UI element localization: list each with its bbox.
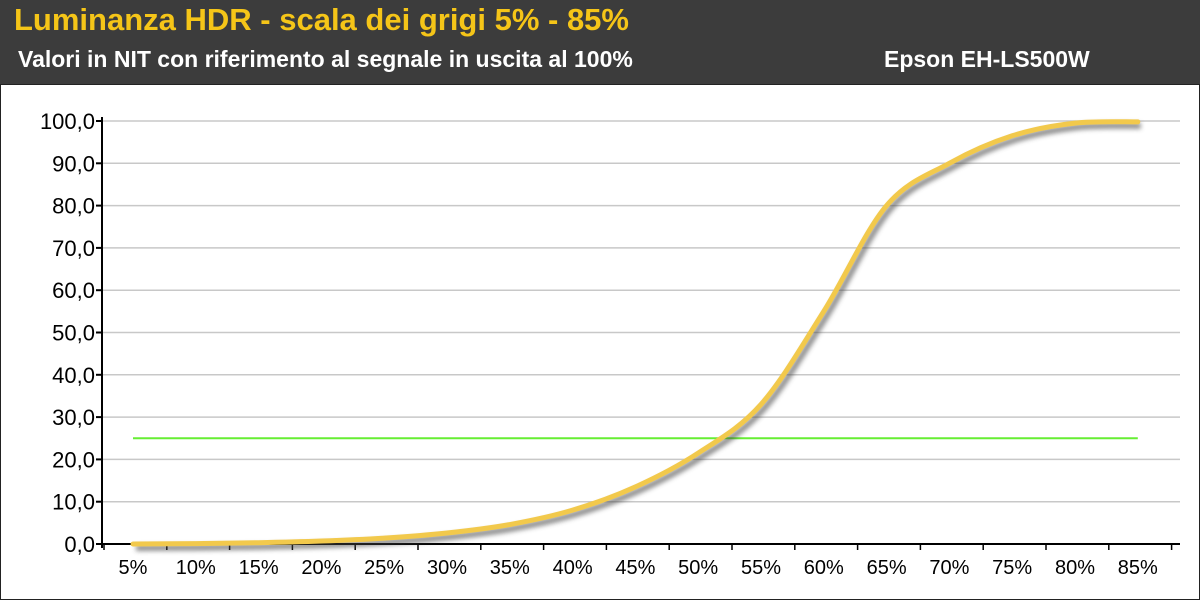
x-tick-label: 75% [992, 557, 1032, 579]
y-tick-label: 50,0 [52, 321, 95, 346]
grid-lines [102, 120, 1180, 503]
chart-title: Luminanza HDR - scala dei grigi 5% - 85% [14, 2, 629, 37]
y-tick-label: 30,0 [52, 405, 95, 430]
x-tick-labels: 5% 10% 15% 20% 25% 30% 35% 40% 45% 50% 55% 60% 65% 70… [119, 557, 1158, 579]
x-tick-label: 30% [427, 557, 467, 579]
y-tick-label: 100,0 [40, 109, 95, 134]
x-tick-label: 85% [1118, 557, 1158, 579]
x-tick-label: 15% [239, 557, 279, 579]
y-tick-label: 0,0 [64, 532, 95, 557]
x-tick-label: 65% [867, 557, 907, 579]
y-tick-label: 10,0 [52, 490, 95, 515]
series-lines [130, 119, 1141, 551]
x-tick-label: 25% [364, 557, 404, 579]
device-name: Epson EH-LS500W [884, 46, 1090, 72]
luminance-curve-shadow [135, 122, 1141, 551]
luminance-curve [130, 119, 1141, 547]
y-tick-label: 60,0 [52, 278, 95, 303]
y-tick-label: 90,0 [52, 151, 95, 176]
x-tick-label: 20% [301, 557, 341, 579]
x-tick-label: 55% [741, 557, 781, 579]
x-tick-label: 5% [119, 557, 148, 579]
x-tick-label: 60% [804, 557, 844, 579]
x-tick-label: 35% [490, 557, 530, 579]
x-tick-label: 45% [615, 557, 655, 579]
y-tick-labels: 0,0 10,0 20,0 30,0 40,0 50,0 60,0 70,0 80,0 90,0 1… [40, 109, 95, 557]
x-tick-label: 80% [1055, 557, 1095, 579]
x-tick-label: 10% [176, 557, 216, 579]
x-tick-label: 50% [678, 557, 718, 579]
y-tick-label: 40,0 [52, 363, 95, 388]
y-tick-label: 20,0 [52, 447, 95, 472]
chart-header: Luminanza HDR - scala dei grigi 5% - 85%… [0, 0, 1200, 84]
y-tick-label: 80,0 [52, 194, 95, 219]
x-tick-label: 70% [929, 557, 969, 579]
y-tick-label: 70,0 [52, 236, 95, 261]
x-tick-label: 40% [553, 557, 593, 579]
plot-area [0, 84, 1200, 600]
chart-subtitle: Valori in NIT con riferimento al segnale… [18, 46, 633, 72]
